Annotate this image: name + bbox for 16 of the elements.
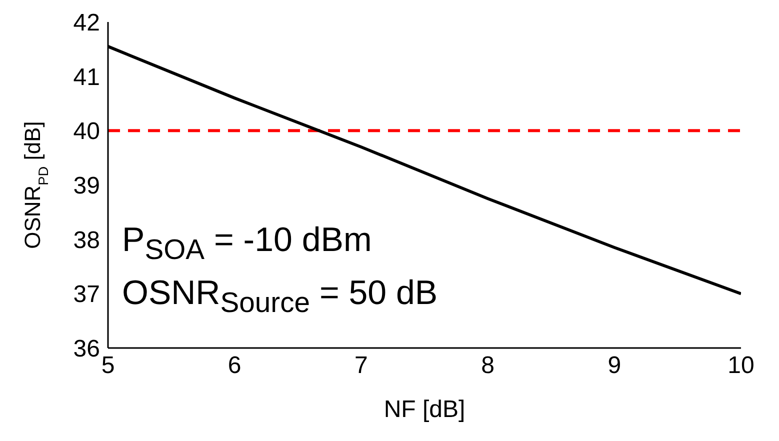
- x-tick-label: 10: [728, 352, 754, 380]
- x-tick-label: 6: [228, 352, 242, 380]
- x-tick-label: 8: [481, 352, 494, 380]
- y-tick-label: 39: [73, 172, 100, 200]
- x-tick-label: 9: [608, 352, 622, 380]
- y-tick-label: 38: [73, 226, 100, 254]
- annotation-text: OSNR$_{Source}$ = 50 dB: [122, 273, 438, 322]
- x-axis-title: NF [dB]: [384, 396, 466, 423]
- y-tick-label: 41: [73, 64, 100, 91]
- y-tick-label: 37: [73, 281, 100, 308]
- x-tick-label: 7: [354, 352, 368, 380]
- y-tick-label: 36: [73, 336, 100, 363]
- annotation-text: P$_{SOA}$ = -10 dBm: [122, 220, 373, 268]
- x-tick-label: 5: [101, 352, 115, 380]
- y-tick-label: 42: [73, 10, 100, 37]
- y-tick-label: 40: [73, 118, 100, 146]
